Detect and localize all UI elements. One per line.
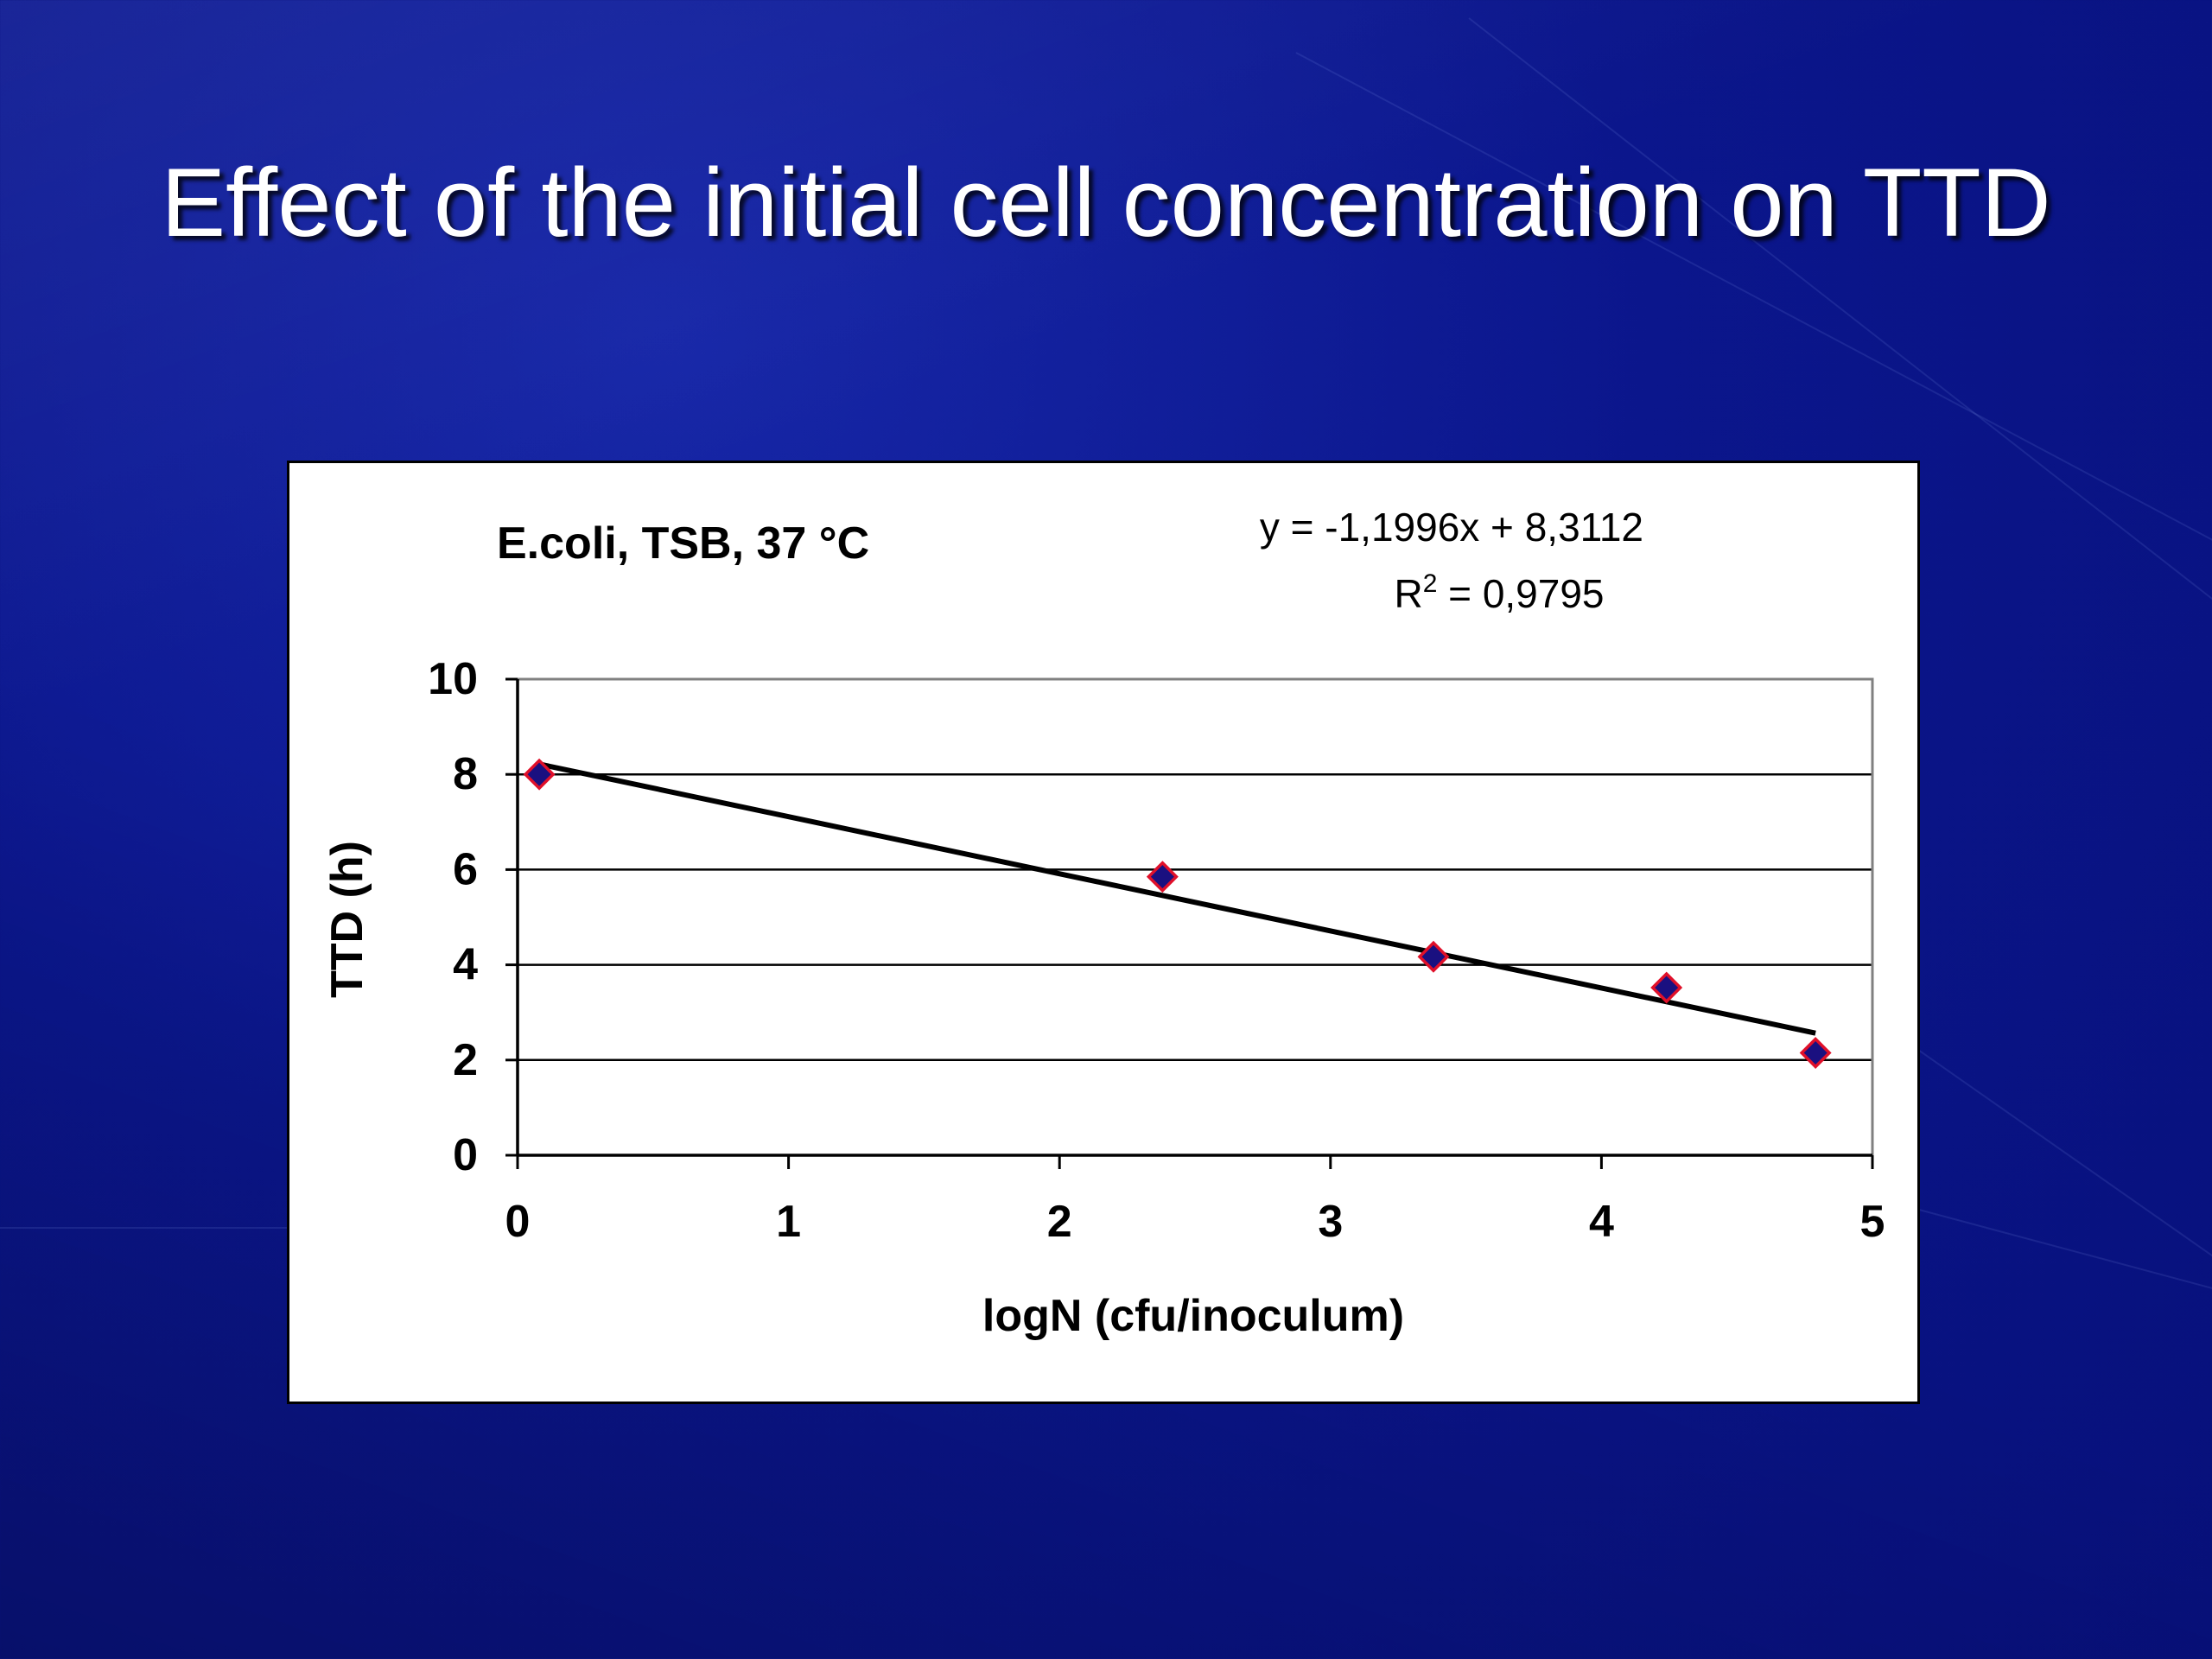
- data-point: [1799, 1037, 1832, 1070]
- x-axis-tick-labels: 0 1 2 3 4 5: [505, 1197, 1885, 1247]
- x-tick-label: 2: [1047, 1197, 1072, 1247]
- trendline-equation: y = -1,1996x + 8,3112: [1260, 505, 1643, 550]
- slide-title: Effect of the initial cell concentration…: [161, 149, 2051, 257]
- x-tick-label: 4: [1589, 1197, 1614, 1247]
- y-tick-label: 4: [453, 940, 478, 990]
- y-tick-label: 10: [428, 654, 478, 704]
- data-point: [1417, 940, 1450, 973]
- y-tick-label: 2: [453, 1035, 478, 1085]
- x-tick-label: 0: [505, 1197, 531, 1247]
- y-axis-label: TTD (h): [322, 841, 372, 998]
- r-squared-superscript: 2: [1423, 569, 1438, 598]
- r-squared-prefix: R: [1394, 571, 1422, 616]
- r-squared-value: = 0,9795: [1437, 571, 1604, 616]
- x-tick-label: 1: [776, 1197, 801, 1247]
- scatter-chart: E.coli, TSB, 37 °C y = -1,1996x + 8,3112…: [322, 505, 1885, 1341]
- y-axis-tick-labels: 0 2 4 6 8 10: [428, 654, 478, 1180]
- chart-title: E.coli, TSB, 37 °C: [497, 518, 869, 569]
- data-points: [523, 758, 1832, 1070]
- x-tick-label: 5: [1860, 1197, 1885, 1247]
- y-tick-label: 6: [453, 844, 478, 894]
- y-tick-label: 0: [453, 1130, 478, 1180]
- y-tick-label: 8: [453, 749, 478, 799]
- x-tick-label: 3: [1318, 1197, 1343, 1247]
- r-squared-label: R2 = 0,9795: [1394, 569, 1604, 616]
- background-ray: [1900, 1037, 2212, 1336]
- chart-container: E.coli, TSB, 37 °C y = -1,1996x + 8,3112…: [287, 461, 1920, 1404]
- gridlines: [518, 772, 1872, 1062]
- data-point: [523, 758, 556, 791]
- plot-area-border: [516, 677, 1874, 1157]
- axes: [505, 677, 1874, 1169]
- trendline-group: [538, 761, 1816, 1036]
- x-axis-label: logN (cfu/inoculum): [982, 1291, 1404, 1341]
- data-point: [1146, 861, 1179, 893]
- data-point: [1650, 971, 1683, 1004]
- trendline: [538, 761, 1816, 1036]
